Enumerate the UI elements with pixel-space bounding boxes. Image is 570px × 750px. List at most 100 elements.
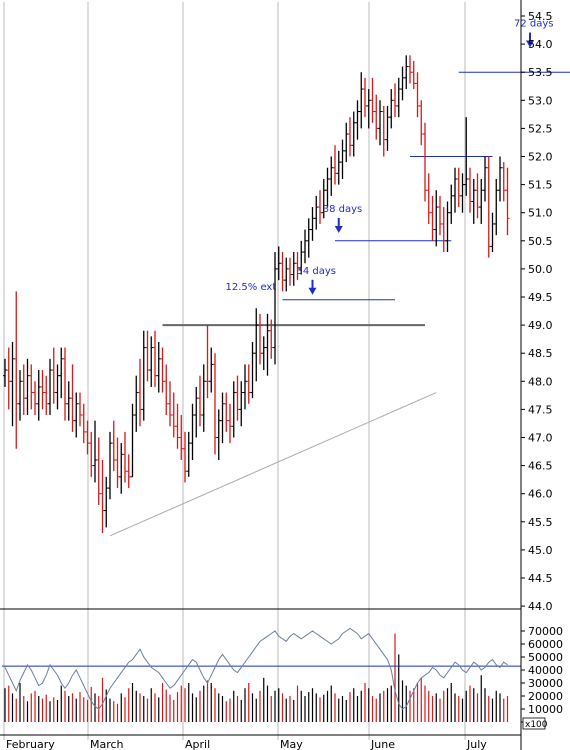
- ohlc-bar: [370, 77, 375, 123]
- ohlc-bar: [441, 207, 446, 253]
- volume-moving-average: [4, 627, 508, 710]
- ohlc-bar: [14, 291, 19, 449]
- ohlc-bar: [385, 105, 390, 151]
- ohlc-bar: [194, 386, 199, 438]
- ohlc-bar: [198, 375, 202, 427]
- ohlc-bar: [276, 246, 281, 281]
- ohlc-bar: [434, 190, 439, 247]
- price-tick-label: 53.5: [528, 66, 553, 79]
- price-tick-label: 44.5: [528, 572, 553, 585]
- month-label: March: [90, 738, 124, 750]
- volume-tick-label: 40000: [528, 664, 563, 677]
- ohlc-bar: [303, 229, 307, 264]
- ohlc-bar: [265, 313, 270, 376]
- ohlc-bar: [138, 358, 142, 427]
- ohlc-bar: [261, 336, 266, 371]
- price-tick-label: 47.0: [528, 432, 553, 445]
- ohlc-bar: [85, 420, 90, 455]
- ohlc-bar: [44, 375, 49, 416]
- volume-tick-label: 30000: [528, 677, 563, 690]
- ohlc-bar: [29, 364, 34, 410]
- ohlc-bar: [205, 325, 210, 399]
- price-tick-label: 50.0: [528, 263, 553, 276]
- price-tick-label: 48.0: [528, 375, 553, 388]
- ohlc-bar: [325, 167, 330, 208]
- annotation-label: 38 days: [323, 204, 363, 215]
- pattern-lines: [109, 71, 570, 537]
- ohlc-bar: [175, 403, 180, 449]
- ohlc-bar: [179, 415, 184, 460]
- ohlc-bar: [250, 341, 255, 399]
- ohlc-bar: [456, 167, 461, 208]
- ohlc-bar: [55, 364, 60, 410]
- ohlc-bar: [329, 156, 334, 196]
- ohlc-bar: [310, 207, 315, 241]
- ohlc-bar: [228, 403, 232, 444]
- ohlc-bar: [70, 364, 75, 432]
- ohlc-bar: [468, 167, 472, 213]
- price-axis: 54.5 54.0 53.5 53.0 52.5 52.0 51.5 51.0 50.5 50.0…: [521, 10, 553, 613]
- price-tick-label: 45.0: [528, 544, 553, 557]
- ohlc-bar: [10, 341, 15, 427]
- ohlc-bar: [48, 358, 52, 416]
- ohlc-bar: [104, 476, 109, 528]
- price-tick-label: 54.0: [528, 38, 553, 51]
- ohlc-bar: [18, 370, 22, 421]
- ohlc-bar: [190, 403, 195, 460]
- annotation-arrow-head: [308, 287, 317, 295]
- volume-tick-label: 20000: [528, 690, 563, 703]
- month-label: April: [185, 738, 210, 750]
- ohlc-bar: [366, 89, 371, 129]
- ohlc-bar: [490, 212, 495, 253]
- ohlc-bar: [475, 173, 480, 219]
- ohlc-bar: [351, 111, 356, 157]
- ohlc-bar: [81, 403, 86, 444]
- price-tick-label: 52.5: [528, 122, 553, 135]
- ohlc-bar: [160, 347, 165, 393]
- ohlc-bar: [396, 77, 401, 118]
- price-tick-label: 51.0: [528, 207, 553, 220]
- price-tick-label: 52.0: [528, 151, 553, 164]
- ohlc-bar: [21, 364, 26, 416]
- ohlc-bar: [295, 252, 300, 281]
- ohlc-bar: [89, 431, 94, 477]
- ohlc-bar: [66, 381, 71, 421]
- ohlc-bar: [318, 190, 322, 224]
- ohlc-bar: [288, 257, 292, 286]
- ohlc-bar: [183, 431, 187, 483]
- ohlc-bar: [258, 313, 262, 365]
- unit-box: [522, 717, 546, 730]
- volume-panel: [0, 608, 521, 722]
- ohlc-bar: [224, 392, 229, 432]
- ohlc-bar: [123, 431, 127, 483]
- ohlc-bar: [438, 195, 442, 236]
- ohlc-bar: [25, 358, 30, 416]
- ohlc-bar: [59, 347, 64, 399]
- ohlc-bar: [404, 55, 409, 90]
- price-tick-label: 49.5: [528, 291, 553, 304]
- volume-axis: 700006000050000400003000020000100000x100: [521, 625, 563, 730]
- ohlc-bar: [445, 201, 450, 253]
- price-tick-label: 51.5: [528, 179, 553, 192]
- ohlc-bar: [501, 162, 506, 202]
- ohlc-bar: [213, 353, 217, 455]
- ohlc-bar: [411, 60, 416, 90]
- ohlc-bar: [453, 167, 457, 213]
- ohlc-bar: [280, 252, 285, 292]
- month-axis: February March April May June July: [6, 738, 487, 750]
- ohlc-bar: [498, 156, 502, 202]
- ohlc-bar: [426, 173, 431, 224]
- annotations: 72 days 38 days 34 days 12.5% ext: [226, 19, 554, 295]
- ohlc-bar: [355, 100, 360, 140]
- ohlc-bar: [348, 117, 352, 157]
- month-label: June: [370, 738, 395, 750]
- ohlc-bar: [430, 195, 435, 241]
- ohlc-bar: [209, 347, 214, 393]
- volume-unit-label: x100: [525, 720, 548, 730]
- ohlc-bar: [505, 167, 510, 236]
- ohlc-bar: [115, 437, 120, 489]
- price-tick-label: 45.5: [528, 516, 553, 529]
- ohlc-bar: [96, 437, 101, 505]
- ohlc-bar: [340, 139, 345, 179]
